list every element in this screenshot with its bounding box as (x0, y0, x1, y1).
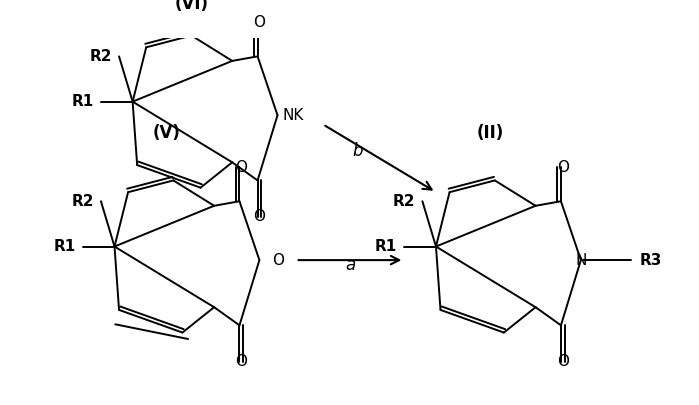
Text: N: N (575, 253, 586, 268)
Text: O: O (254, 15, 266, 30)
Text: R2: R2 (393, 194, 415, 209)
Text: (V): (V) (153, 124, 181, 142)
Text: O: O (556, 160, 569, 175)
Text: a: a (345, 256, 355, 274)
Text: O: O (272, 253, 284, 268)
Text: (VI): (VI) (175, 0, 208, 13)
Text: O: O (236, 160, 247, 175)
Text: O: O (254, 209, 266, 224)
Text: O: O (556, 354, 569, 369)
Text: b: b (352, 143, 363, 160)
Text: R2: R2 (71, 194, 94, 209)
Text: NK: NK (282, 108, 303, 123)
Text: O: O (236, 354, 247, 369)
Text: R1: R1 (53, 239, 75, 254)
Text: (II): (II) (477, 124, 504, 142)
Text: R1: R1 (71, 94, 94, 109)
Text: R1: R1 (375, 239, 397, 254)
Text: R2: R2 (89, 49, 112, 64)
Text: R3: R3 (640, 253, 662, 268)
